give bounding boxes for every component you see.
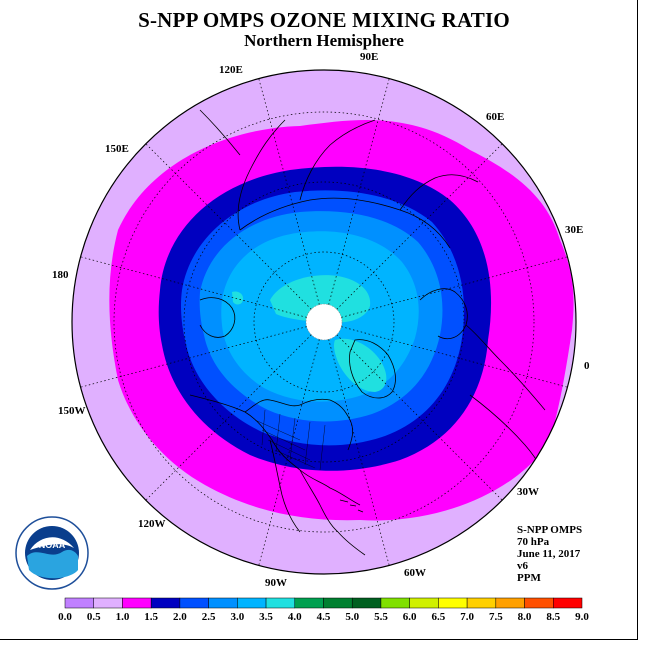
meridian-line bbox=[328, 78, 390, 305]
meridian-line bbox=[336, 143, 503, 310]
noaa-logo-text: NOAA bbox=[39, 540, 66, 550]
colorbar-tick-label: 3.5 bbox=[259, 611, 273, 623]
colorbar-tick-label: 0.0 bbox=[58, 611, 72, 623]
lon-label-150w: 150W bbox=[58, 405, 86, 417]
colorbar-tick-label: 5.0 bbox=[345, 611, 359, 623]
colorbar-tick-label: 2.5 bbox=[202, 611, 216, 623]
colorbar-tick-label: 6.0 bbox=[403, 611, 417, 623]
info-date: June 11, 2017 bbox=[517, 548, 581, 560]
colorbar-swatch bbox=[495, 597, 525, 609]
colorbar-swatch bbox=[438, 597, 468, 609]
colorbar-swatch bbox=[237, 597, 267, 609]
lon-label-60w: 60W bbox=[404, 567, 426, 579]
lon-label-30w: 30W bbox=[517, 486, 539, 498]
colorbar-tick-label: 8.0 bbox=[518, 611, 532, 623]
meridian-line bbox=[328, 339, 390, 566]
map-boundary bbox=[71, 69, 577, 575]
colorbar-swatch bbox=[553, 597, 583, 609]
colorbar-swatch bbox=[122, 597, 152, 609]
colorbar-swatch bbox=[294, 597, 324, 609]
state-borders bbox=[254, 409, 326, 471]
colorbar-swatch bbox=[466, 597, 497, 609]
meridian-line bbox=[80, 326, 307, 388]
info-units: PPM bbox=[517, 572, 541, 584]
meridian-line bbox=[336, 334, 503, 501]
colorbar-tick-label: 2.0 bbox=[173, 611, 187, 623]
figure-frame bbox=[0, 0, 638, 640]
colorbar-swatch bbox=[64, 597, 94, 609]
meridian-line bbox=[341, 256, 568, 318]
map-subtitle: Northern Hemisphere bbox=[244, 31, 404, 50]
lon-label-120w: 120W bbox=[138, 518, 166, 530]
ozone-band-magenta-east bbox=[540, 290, 556, 309]
colorbar-tick-label: 1.5 bbox=[144, 611, 158, 623]
map-title: S-NPP OMPS OZONE MIXING RATIO bbox=[138, 8, 510, 32]
ozone-band-cyan-2 bbox=[334, 338, 387, 392]
colorbar-tick-label: 7.0 bbox=[460, 611, 474, 623]
longitude-labels: 90E 60E 30E 0 30W 60W 90W 120W 150W 180 … bbox=[52, 51, 590, 589]
ozone-band-cyan bbox=[270, 275, 371, 323]
meridians bbox=[80, 78, 568, 566]
colorbar-tick-label: 9.0 bbox=[575, 611, 589, 623]
meridian-line bbox=[145, 334, 312, 501]
info-instrument: S-NPP OMPS bbox=[517, 524, 583, 536]
lon-label-90e: 90E bbox=[360, 51, 378, 63]
colorbar-tick-label: 4.5 bbox=[317, 611, 331, 623]
lon-label-150e: 150E bbox=[105, 143, 129, 155]
colorbar-swatch bbox=[150, 597, 181, 609]
colorbar-tick-label: 3.0 bbox=[230, 611, 244, 623]
info-pressure: 70 hPa bbox=[517, 536, 550, 548]
colorbar-tick-label: 0.5 bbox=[87, 611, 101, 623]
colorbar-tick-label: 6.5 bbox=[432, 611, 446, 623]
colorbar-tick-label: 5.5 bbox=[374, 611, 388, 623]
lon-label-90w: 90W bbox=[265, 577, 287, 589]
colorbar-swatch bbox=[351, 597, 382, 609]
polar-gap bbox=[306, 304, 342, 340]
colorbar: 0.0 0.5 1.0 1.5 2.0 2.5 3.0 3.5 4.0 4.5 5.0 5.5 6.0 6… bbox=[58, 597, 589, 623]
colorbar-swatch bbox=[409, 597, 439, 609]
colorbar-swatch bbox=[380, 597, 410, 609]
noaa-logo: NOAA bbox=[15, 516, 89, 590]
info-version: v6 bbox=[517, 560, 528, 572]
colorbar-swatch bbox=[323, 597, 353, 609]
ozone-band-cyan-3 bbox=[232, 291, 244, 305]
colorbar-swatch bbox=[265, 597, 296, 609]
colorbar-swatch bbox=[208, 597, 238, 609]
meridian-line bbox=[258, 78, 320, 305]
meridian-line bbox=[145, 143, 312, 310]
meridian-line bbox=[341, 326, 568, 388]
lon-label-120e: 120E bbox=[219, 64, 243, 76]
colorbar-tick-label: 7.5 bbox=[489, 611, 503, 623]
colorbar-tick-label: 1.0 bbox=[116, 611, 130, 623]
meridian-line bbox=[80, 256, 307, 318]
colorbar-swatch bbox=[179, 597, 209, 609]
meridian-line bbox=[258, 339, 320, 566]
colorbar-tick-label: 4.0 bbox=[288, 611, 302, 623]
colorbar-tick-label: 8.5 bbox=[546, 611, 560, 623]
lon-label-0: 0 bbox=[584, 360, 590, 372]
lon-label-60e: 60E bbox=[486, 111, 504, 123]
lon-label-180: 180 bbox=[52, 269, 69, 281]
colorbar-swatch bbox=[524, 597, 554, 609]
lon-label-30e: 30E bbox=[565, 224, 583, 236]
colorbar-swatch bbox=[93, 597, 123, 609]
latitude-circles bbox=[113, 111, 535, 533]
